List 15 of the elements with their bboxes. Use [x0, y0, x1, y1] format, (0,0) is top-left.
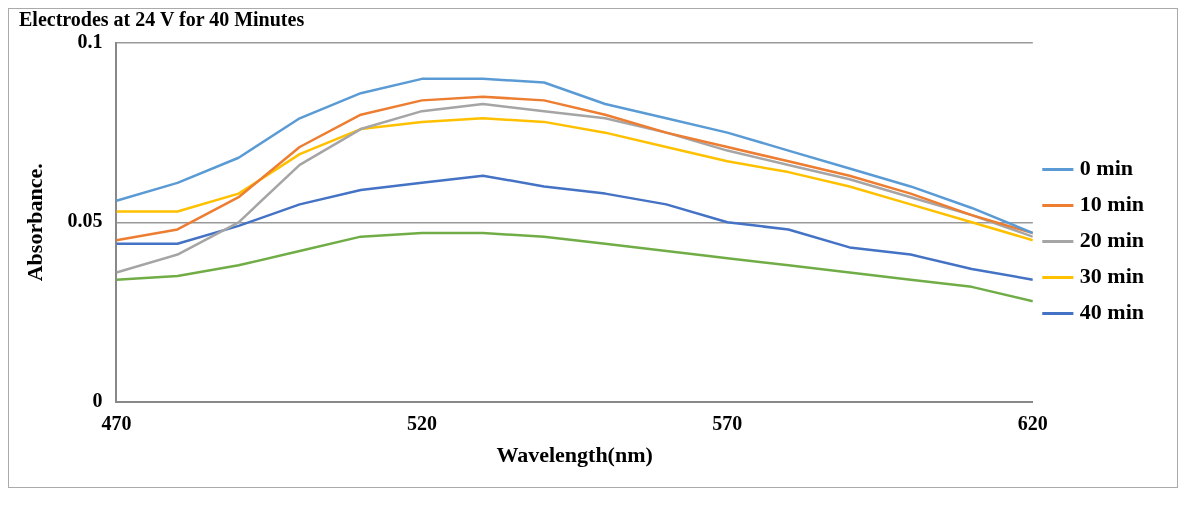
x-axis-title: Wavelength(nm) [496, 442, 653, 468]
x-tick-label: 470 [101, 411, 132, 434]
y-tick-label: 0.05 [67, 209, 103, 232]
legend-label: 30 min [1079, 263, 1145, 289]
x-tick-label: 520 [406, 411, 437, 434]
x-tick-label: 620 [1017, 411, 1048, 434]
legend-label: 0 min [1079, 155, 1134, 181]
legend-label: 10 min [1079, 191, 1145, 217]
x-tick-label: 570 [712, 411, 743, 434]
legend-label: 40 min [1079, 299, 1145, 325]
y-axis-title: Absorbance. [21, 163, 47, 282]
legend-label: 20 min [1079, 227, 1145, 253]
chart-title: Electrodes at 24 V for 40 Minutes [19, 8, 305, 31]
y-tick-label: 0.1 [77, 30, 103, 53]
y-tick-label: 0 [92, 388, 103, 411]
